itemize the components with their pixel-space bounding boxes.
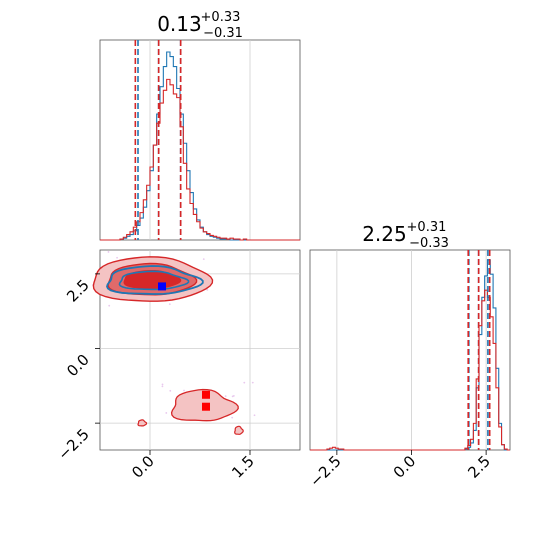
scatter-point <box>231 395 234 398</box>
x-tick-label-1: 0.0 <box>390 452 420 482</box>
marginal-x-histograms <box>100 51 300 241</box>
y-tick-label-0: 2.5 <box>63 276 93 306</box>
scatter-point <box>169 389 172 392</box>
x-tick-label-0: −2.5 <box>306 452 344 490</box>
histogram-step-series-0 <box>100 51 300 241</box>
scatter-point <box>165 412 168 414</box>
marginal-x-frame <box>99 39 301 241</box>
marginal-y-title-minus: −0.33 <box>409 236 449 251</box>
marginal-y-grid <box>336 250 487 450</box>
red-contour-lower-satellite-1 <box>137 419 148 427</box>
blue-contour-outer <box>106 265 204 295</box>
marginal-y-title: 2.25 +0.31 −0.33 <box>362 216 451 251</box>
y-tick-label-1: 0.0 <box>63 351 93 381</box>
joint-frame <box>99 249 301 451</box>
scatter-point <box>251 381 254 384</box>
red-contour-lower-satellite-2 <box>234 425 244 435</box>
x-tick-label-1: 1.5 <box>228 452 258 482</box>
histogram-step-series-1 <box>310 289 510 451</box>
marginal-y-histograms <box>310 259 510 451</box>
marginal-x-quantile-lines <box>134 40 182 240</box>
marginal-histogram-x: 0.13 +0.33 −0.31 <box>99 6 301 241</box>
scatter-point <box>183 389 185 392</box>
scatter-point <box>108 304 111 307</box>
marginal-y-frame <box>309 249 511 451</box>
scatter-point <box>231 416 234 419</box>
marginal-x-title-plus: +0.33 <box>201 10 241 25</box>
marginal-x-title-minus: −0.31 <box>203 26 243 41</box>
scatter-point <box>206 289 209 291</box>
joint-x-ticks: 0.0 1.5 <box>128 450 258 482</box>
marginal-histogram-y: −2.5 0.0 2.5 2.25 +0.31 −0.33 <box>306 216 511 491</box>
x-tick-label-0: 0.0 <box>128 452 158 482</box>
scatter-point <box>202 258 205 261</box>
joint-contour-panel: 0.0 1.5 2.5 0.0 −2.5 <box>54 249 301 482</box>
marker-square-0 <box>158 282 166 291</box>
x-tick-label-2: 2.5 <box>464 452 494 482</box>
marginal-y-quantile-lines <box>467 250 491 450</box>
marginal-x-grid <box>149 40 251 240</box>
marker-square-1 <box>202 390 210 399</box>
histogram-step-series-1 <box>100 78 300 241</box>
marginal-x-title-value: 0.13 <box>157 12 202 36</box>
histogram-step-series-0 <box>310 259 510 451</box>
marginal-y-title-plus: +0.31 <box>407 220 447 235</box>
scatter-point <box>243 381 246 384</box>
scatter-point <box>116 256 118 259</box>
scatter-point <box>161 383 164 386</box>
scatter-point <box>168 303 171 306</box>
marginal-y-x-ticks: −2.5 0.0 2.5 <box>306 450 494 491</box>
scatter-point <box>224 395 227 398</box>
marginal-y-title-value: 2.25 <box>362 222 407 246</box>
scatter-point <box>107 251 110 253</box>
joint-markers <box>158 282 210 411</box>
marginal-x-title: 0.13 +0.33 −0.31 <box>157 6 245 41</box>
blue-contour-inner <box>118 270 190 291</box>
joint-y-ticks: 2.5 0.0 −2.5 <box>54 273 100 464</box>
marker-square-2 <box>202 402 210 411</box>
y-tick-label-2: −2.5 <box>54 425 92 463</box>
joint-contours <box>92 256 244 435</box>
scatter-point <box>161 385 164 388</box>
scatter-point <box>253 414 256 417</box>
